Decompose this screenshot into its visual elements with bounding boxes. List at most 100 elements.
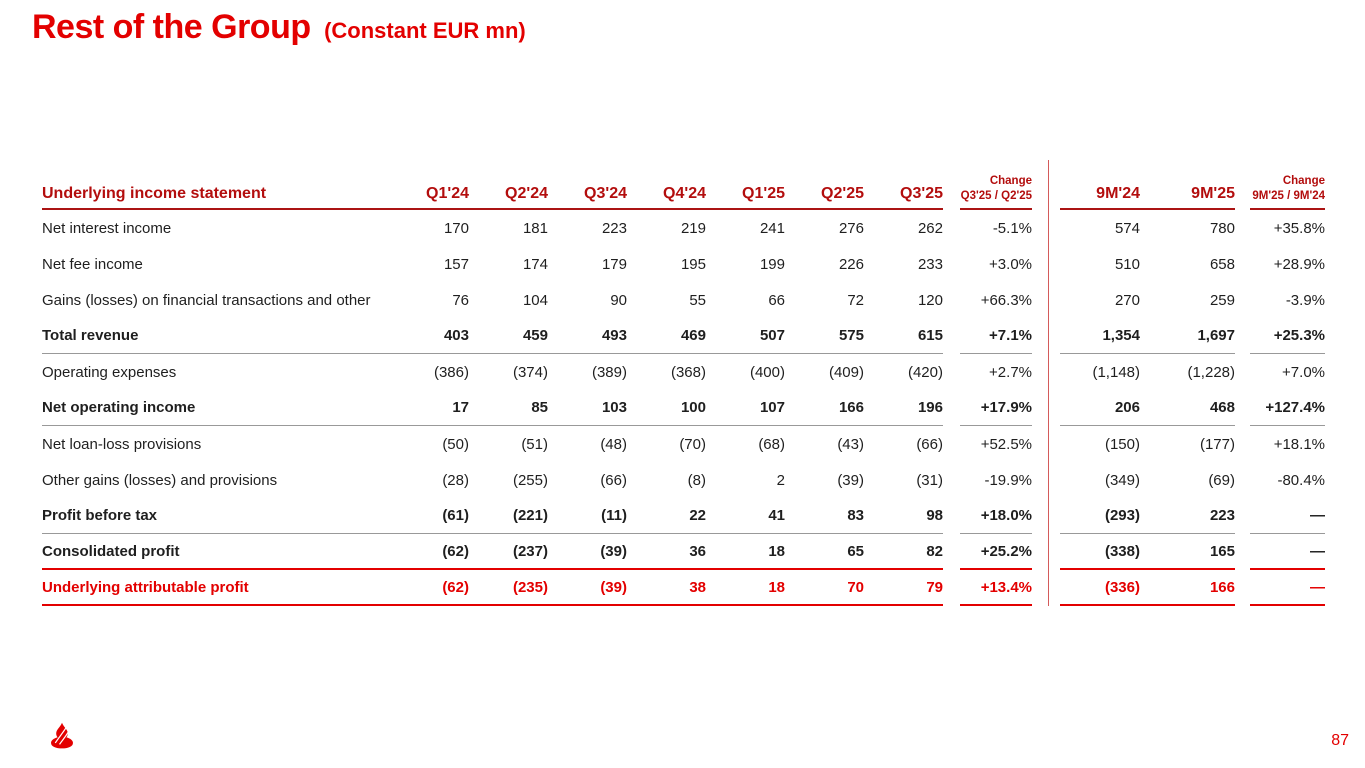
cell-change-9m: +25.3% (1250, 318, 1325, 354)
cell-9m25: 259 (1209, 291, 1235, 309)
cell-change-quarterly: +13.4% (960, 570, 1032, 606)
cell-change-9m: +127.4% (1250, 390, 1325, 426)
header-9m-24: 9M'24 (1060, 160, 1140, 210)
cell-9m24: 270 (1114, 291, 1140, 309)
cell-quarter-0: (28) (442, 471, 469, 489)
cell-quarter-4: 66 (768, 291, 785, 309)
cell-quarter-6: 196 (864, 390, 943, 426)
table-row: Net interest income 170 181 223 219 241 276 262… (42, 210, 1325, 246)
header-gap (1235, 160, 1250, 210)
cell-quarter-5: (39) (837, 471, 864, 489)
cell-quarter-4: 2 (776, 471, 785, 489)
cell-quarter-5: 65 (785, 534, 864, 570)
cell-quarter-2: (389) (591, 363, 627, 381)
cell-9m24: 574 (1114, 219, 1140, 237)
cell-change-quarterly: +66.3% (980, 291, 1032, 309)
cell-change-9m: -3.9% (1285, 291, 1325, 309)
section-divider (1048, 160, 1049, 606)
row-gap (1032, 426, 1060, 462)
header-change-9m: Change 9M'25 / 9M'24 (1250, 160, 1325, 210)
cell-quarter-1: (221) (469, 498, 548, 534)
cell-9m24: 1,354 (1060, 318, 1140, 354)
slide-subtitle: (Constant EUR mn) (324, 18, 526, 43)
cell-quarter-5: 70 (785, 570, 864, 606)
cell-change-9m: +35.8% (1273, 219, 1325, 237)
row-gap (1235, 282, 1250, 318)
cell-quarter-1: (237) (469, 534, 548, 570)
cell-quarter-2: 103 (548, 390, 627, 426)
cell-9m25: 780 (1209, 219, 1235, 237)
cell-quarter-2: 179 (601, 255, 627, 273)
cell-quarter-3: 100 (627, 390, 706, 426)
cell-quarter-0: (62) (390, 534, 469, 570)
row-gap (1032, 534, 1060, 570)
cell-change-quarterly: +7.1% (960, 318, 1032, 354)
cell-quarter-0: 76 (452, 291, 469, 309)
cell-quarter-1: 85 (469, 390, 548, 426)
cell-quarter-5: (409) (828, 363, 864, 381)
cell-change-9m: +28.9% (1273, 255, 1325, 273)
row-label: Net fee income (42, 255, 143, 273)
row-gap (943, 534, 960, 570)
cell-quarter-4: (400) (749, 363, 785, 381)
cell-quarter-2: 223 (601, 219, 627, 237)
cell-9m24: 510 (1114, 255, 1140, 273)
cell-quarter-1: (255) (512, 471, 548, 489)
cell-9m25: 166 (1140, 570, 1235, 606)
table-row: Operating expenses (386) (374) (389) (368) (4… (42, 354, 1325, 390)
row-gap (943, 210, 960, 246)
cell-change-quarterly: +17.9% (960, 390, 1032, 426)
cell-quarter-3: (368) (670, 363, 706, 381)
cell-quarter-3: 219 (680, 219, 706, 237)
row-gap (943, 390, 960, 426)
header-q2-25: Q2'25 (785, 160, 864, 210)
row-gap (1235, 354, 1250, 390)
row-gap (1032, 246, 1060, 282)
cell-quarter-1: 174 (522, 255, 548, 273)
cell-quarter-2: (48) (600, 435, 627, 453)
cell-quarter-5: 83 (785, 498, 864, 534)
row-label: Consolidated profit (42, 534, 390, 570)
cell-quarter-3: (70) (679, 435, 706, 453)
row-gap (1235, 246, 1250, 282)
cell-quarter-4: 241 (759, 219, 785, 237)
cell-quarter-0: (61) (390, 498, 469, 534)
cell-quarter-5: 166 (785, 390, 864, 426)
cell-change-quarterly: +2.7% (989, 363, 1032, 381)
cell-quarter-3: 36 (627, 534, 706, 570)
row-gap (1235, 570, 1250, 606)
cell-change-9m: — (1250, 534, 1325, 570)
cell-change-quarterly: +52.5% (980, 435, 1032, 453)
row-gap (1235, 462, 1250, 498)
cell-quarter-4: 199 (759, 255, 785, 273)
row-label: Total revenue (42, 318, 390, 354)
cell-quarter-2: (39) (548, 534, 627, 570)
cell-quarter-6: 79 (864, 570, 943, 606)
row-gap (943, 318, 960, 354)
cell-change-quarterly: +18.0% (960, 498, 1032, 534)
header-gap (1032, 160, 1060, 210)
table-row: Gains (losses) on financial transactions… (42, 282, 1325, 318)
row-gap (1235, 498, 1250, 534)
row-gap (1032, 282, 1060, 318)
table-row: Total revenue 403 459 493 469 507 575 615 +7.1% 1… (42, 318, 1325, 354)
table-row: Profit before tax (61) (221) (11) 22 41 83 98 +1… (42, 498, 1325, 534)
row-label: Profit before tax (42, 498, 390, 534)
row-gap (1235, 210, 1250, 246)
cell-change-9m: — (1250, 570, 1325, 606)
cell-9m24: (336) (1060, 570, 1140, 606)
cell-9m25: (177) (1199, 435, 1235, 453)
cell-9m25: 658 (1209, 255, 1235, 273)
cell-9m24: (293) (1060, 498, 1140, 534)
cell-quarter-1: (235) (469, 570, 548, 606)
slide-title: Rest of the Group (32, 8, 311, 46)
cell-9m24: 206 (1060, 390, 1140, 426)
cell-change-9m: — (1250, 498, 1325, 534)
santander-flame-logo (51, 722, 73, 749)
header-q1-25: Q1'25 (706, 160, 785, 210)
cell-quarter-0: (386) (433, 363, 469, 381)
row-gap (1235, 318, 1250, 354)
row-gap (943, 498, 960, 534)
cell-quarter-4: 507 (706, 318, 785, 354)
header-underlying-income-statement: Underlying income statement (42, 160, 390, 210)
